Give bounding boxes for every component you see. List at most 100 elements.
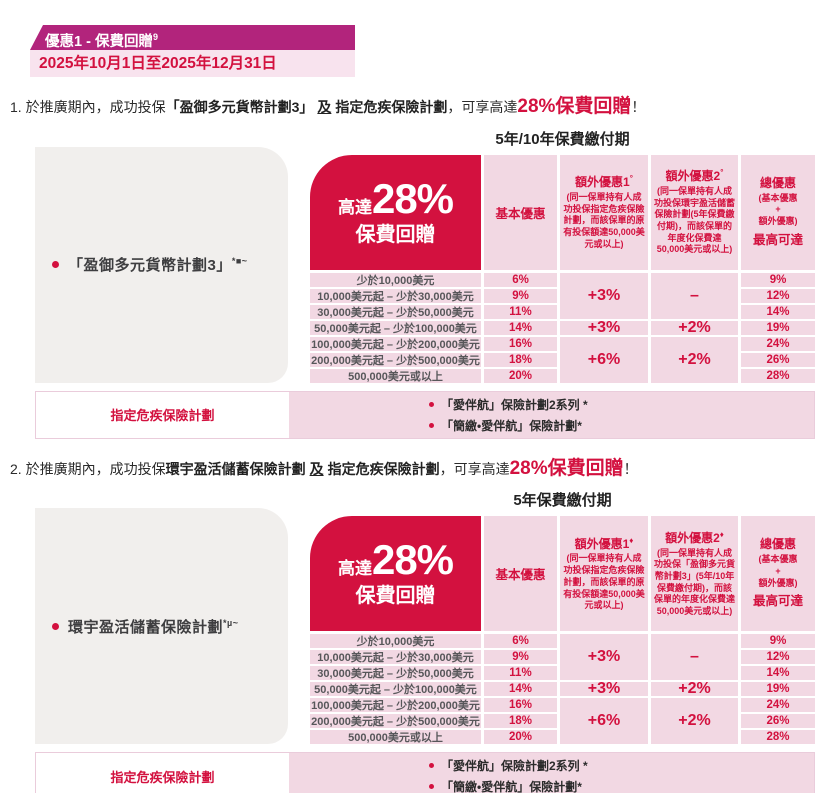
badge-value: 28% (371, 174, 454, 222)
rebate-table: 5年保費繳付期 環宇盈活儲蓄保險計劃*µ~ 高達 28% (35, 489, 815, 793)
total-rate-cell: 26% (741, 352, 815, 367)
total-max-label: 最高可達 (752, 594, 803, 609)
basic-rate-cell: 9% (484, 650, 557, 665)
plan-footnote-marks: *■~ (231, 256, 248, 267)
intro-target-plan: 指定危疾保險計劃 (327, 460, 440, 477)
basic-rate-cell: 20% (484, 730, 557, 745)
designated-plans-label: 指定危疾保險計劃 (36, 391, 289, 438)
column-header-extra1: 額外優惠1° (同一保單持有人成功投保指定危疾保險計劃，而該保單的原有投保額達5… (560, 154, 648, 270)
premium-band-cell: 30,000美元起 – 少於50,000美元 (310, 666, 481, 681)
intro-pre: 於推廣期內，成功投保 (25, 99, 166, 115)
premium-band-cell: 30,000美元起 – 少於50,000美元 (310, 304, 481, 319)
rebate-badge: 高達 28% 保費回贈 (310, 154, 481, 270)
intro-conjunction: 及 (317, 99, 332, 115)
intro-plan-name: 環宇盈活儲蓄保險計劃 (165, 460, 306, 477)
column-header-basic: 基本優惠 (484, 516, 557, 632)
intro-pre: 於推廣期內，成功投保 (25, 460, 166, 477)
intro-plan-name: 「盈御多元貨幣計劃3」 (165, 99, 314, 115)
section-number: 2. (10, 460, 22, 477)
payment-period-title: 5年保費繳付期 (513, 492, 612, 510)
intro-mid: ，可享高達 (447, 99, 518, 115)
promo-title-bar: 優惠1 - 保費回贈9 (30, 25, 355, 50)
payment-period-title: 5年/10年保費繳付期 (495, 130, 630, 148)
premium-band-cell: 500,000美元或以上 (310, 368, 481, 383)
basic-rate-cell: 6% (484, 272, 557, 287)
total-rate-cell: 28% (741, 368, 815, 383)
premium-band-cell: 少於10,000美元 (310, 634, 481, 649)
promo-title: 優惠1 - 保費回贈 (45, 33, 153, 50)
basic-rate-cell: 16% (484, 336, 557, 351)
list-item: 「愛伴航」保險計劃2系列 * (429, 757, 814, 774)
basic-rate-cell: 18% (484, 352, 557, 367)
section-number: 1. (10, 99, 22, 115)
section-intro: 1. 於推廣期內，成功投保「盈御多元貨幣計劃3」及指定危疾保險計劃，可享高達28… (10, 94, 817, 120)
total-rate-cell: 12% (741, 288, 815, 303)
premium-band-cell: 少於10,000美元 (310, 272, 481, 287)
premium-band-cell: 50,000美元起 – 少於100,000美元 (310, 320, 481, 335)
basic-rate-cell: 14% (484, 682, 557, 697)
extra2-rate-cell: +2% (651, 319, 738, 336)
badge-suffix: 保費回贈 (355, 223, 436, 246)
premium-band-cell: 50,000美元起 – 少於100,000美元 (310, 682, 481, 697)
extra2-rate-cell: +2% (651, 698, 738, 745)
plan-label: 環宇盈活儲蓄保險計劃*µ~ (52, 616, 238, 637)
intro-end: ！ (623, 460, 638, 477)
basic-rate-cell: 11% (484, 304, 557, 319)
plan-label: 「盈御多元貨幣計劃3」*■~ (52, 254, 248, 275)
total-rate-cell: 24% (741, 336, 815, 351)
promo-date-range: 2025年10月1日至2025年12月31日 (30, 50, 355, 77)
list-item: 「簡繳•愛伴航」保險計劃* (429, 417, 814, 434)
section-intro: 2. 於推廣期內，成功投保環宇盈活儲蓄保險計劃及指定危疾保險計劃，可享高達28%… (10, 456, 817, 482)
column-header-total: 總優惠 (基本優惠 + 額外優惠) 最高可達 (741, 154, 815, 270)
total-description: (基本優惠 + 額外優惠) (758, 554, 798, 588)
rebate-table: 5年/10年保費繳付期 「盈御多元貨幣計劃3」*■~ 高達 28% (35, 128, 815, 439)
table-header-row: 高達 28% 保費回贈 基本優惠 額外優惠1° (同一保單持有人成功投保指定危疾保… (310, 154, 815, 270)
plan-panel: 環宇盈活儲蓄保險計劃*µ~ (35, 508, 288, 745)
table-body: 少於10,000美元 6% 9% 10,000美元起 – 少於30,000美元 9% 12… (310, 634, 815, 745)
premium-band-cell: 200,000美元起 – 少於500,000美元 (310, 352, 481, 367)
extra2-footnote: ♦ (719, 529, 724, 539)
intro-highlight: 28%保費回贈 (509, 457, 624, 479)
basic-rate-cell: 18% (484, 714, 557, 729)
promo-section-2: 2. 於推廣期內，成功投保環宇盈活儲蓄保險計劃及指定危疾保險計劃，可享高達28%… (0, 456, 817, 793)
column-header-extra2: 額外優惠2° (同一保單持有人成功投保環宇盈活儲蓄保險計劃(5年保費繳付期)，而… (651, 154, 738, 270)
plan-panel: 「盈御多元貨幣計劃3」*■~ (35, 146, 288, 383)
premium-band-cell: 100,000美元起 – 少於200,000美元 (310, 336, 481, 351)
extra2-rate-cell: – (651, 272, 738, 319)
extra1-rate-cell: +6% (560, 336, 648, 383)
extra2-rate-cell: +2% (651, 680, 738, 697)
total-rate-cell: 9% (741, 272, 815, 287)
extra1-description: (同一保單持有人成功投保指定危疾保險計劃，而該保單的原有投保額達50,000美元… (563, 191, 645, 249)
table-header-row: 高達 28% 保費回贈 基本優惠 額外優惠1♦ (同一保單持有人成功投保指定危疾保… (310, 516, 815, 632)
badge-value: 28% (371, 536, 454, 584)
intro-end: ！ (631, 99, 646, 115)
extra1-footnote: ♦ (629, 535, 634, 545)
basic-rate-cell: 20% (484, 368, 557, 383)
total-rate-cell: 9% (741, 634, 815, 649)
badge-prefix: 高達 (337, 559, 372, 579)
basic-rate-cell: 16% (484, 698, 557, 713)
column-header-extra1: 額外優惠1♦ (同一保單持有人成功投保指定危疾保險計劃，而該保單的原有投保額達5… (560, 516, 648, 632)
total-rate-cell: 26% (741, 714, 815, 729)
intro-target-plan: 指定危疾保險計劃 (335, 99, 448, 115)
basic-rate-cell: 11% (484, 666, 557, 681)
table-body: 少於10,000美元 6% 9% 10,000美元起 – 少於30,000美元 9% 12… (310, 272, 815, 383)
total-rate-cell: 14% (741, 304, 815, 319)
extra1-rate-cell: +3% (560, 634, 648, 681)
column-header-extra2: 額外優惠2♦ (同一保單持有人成功投保「盈御多元貨幣計劃3」(5年/10年保費繳… (651, 516, 738, 632)
extra1-description: (同一保單持有人成功投保指定危疾保險計劃，而該保單的原有投保額達50,000美元… (563, 553, 645, 611)
extra2-description: (同一保單持有人成功投保環宇盈活儲蓄保險計劃(5年保費繳付期)，而該保單的年度化… (654, 185, 736, 255)
premium-band-cell: 10,000美元起 – 少於30,000美元 (310, 650, 481, 665)
basic-rate-cell: 14% (484, 320, 557, 335)
promo-title-footnote: 9 (152, 32, 158, 42)
total-description: (基本優惠 + 額外優惠) (758, 192, 798, 226)
promo-section-1: 1. 於推廣期內，成功投保「盈御多元貨幣計劃3」及指定危疾保險計劃，可享高達28… (0, 94, 817, 439)
intro-mid: ，可享高達 (439, 460, 510, 477)
total-max-label: 最高可達 (752, 232, 803, 247)
extra2-rate-cell: – (651, 634, 738, 681)
extra2-footnote: ° (720, 168, 724, 178)
rebate-badge: 高達 28% 保費回贈 (310, 516, 481, 632)
total-rate-cell: 24% (741, 698, 815, 713)
premium-band-cell: 100,000美元起 – 少於200,000美元 (310, 698, 481, 713)
